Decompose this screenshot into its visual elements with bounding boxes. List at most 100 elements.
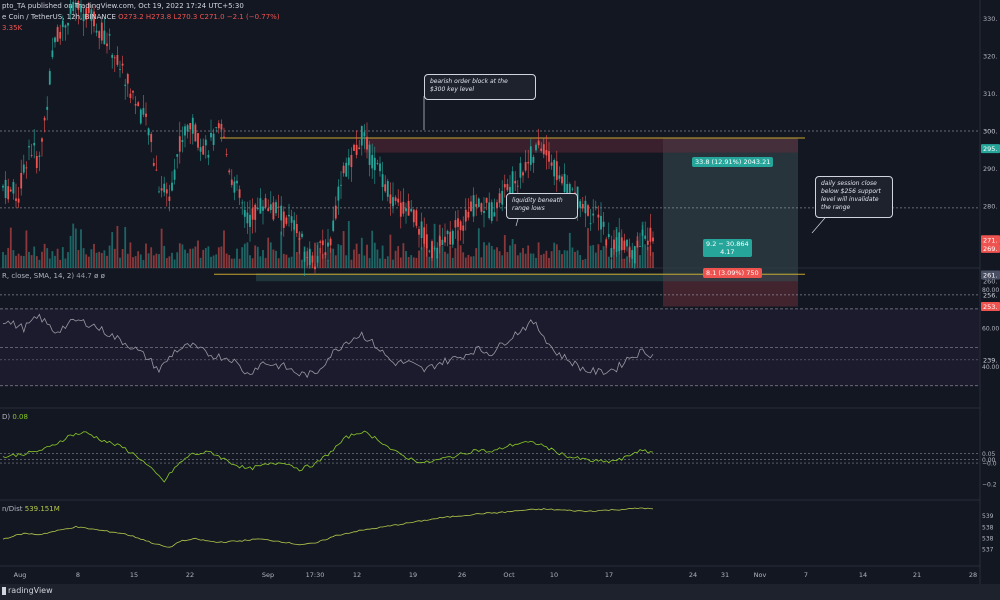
volume-bar bbox=[61, 247, 64, 268]
time-axis-tick: Sep bbox=[262, 571, 274, 579]
tradingview-logo-icon bbox=[2, 587, 6, 595]
volume-bar bbox=[106, 255, 108, 268]
volume-bar bbox=[134, 256, 137, 268]
ohlc-values: O273.2 H273.8 L270.3 C271.0 −2.1 (−0.77%… bbox=[118, 13, 280, 21]
candle-body bbox=[587, 205, 589, 216]
candle-body bbox=[652, 237, 654, 242]
volume-bar bbox=[597, 244, 600, 268]
volume-bar bbox=[550, 251, 553, 268]
rsi-legend: R, close, SMA, 14, 2) 44.7 ø ø bbox=[2, 272, 105, 280]
volume-bar bbox=[379, 258, 381, 268]
candle-body bbox=[30, 155, 33, 156]
price-axis-tick: 290. bbox=[983, 165, 997, 173]
volume-bar bbox=[407, 256, 410, 268]
candle-body bbox=[12, 181, 15, 194]
volume-bar bbox=[17, 253, 20, 268]
candle-body bbox=[298, 238, 301, 240]
volume-bar bbox=[210, 256, 212, 268]
candle-body bbox=[25, 167, 28, 169]
candle-body bbox=[558, 175, 561, 179]
volume-bar bbox=[561, 254, 563, 268]
candle-body bbox=[613, 239, 615, 249]
candle-body bbox=[384, 184, 387, 192]
volume-bar bbox=[355, 243, 358, 268]
candle-body bbox=[332, 220, 335, 231]
candle-body bbox=[415, 210, 418, 226]
volume-bar bbox=[542, 253, 545, 268]
volume-bar bbox=[498, 251, 501, 268]
volume-bar bbox=[202, 249, 205, 268]
volume-bar bbox=[30, 255, 33, 268]
candle-body bbox=[116, 55, 119, 65]
candle-body bbox=[184, 126, 186, 136]
candle-body bbox=[269, 204, 272, 211]
rsi-axis-tick: 60.00 bbox=[982, 326, 999, 333]
candle-body bbox=[428, 250, 431, 252]
volume-bar bbox=[314, 242, 316, 268]
volume-bar bbox=[558, 250, 561, 268]
candle-body bbox=[381, 174, 384, 187]
candle-body bbox=[80, 4, 82, 13]
candle-body bbox=[436, 247, 439, 259]
candle-body bbox=[90, 9, 93, 21]
volume-bar bbox=[652, 252, 654, 268]
candle-body bbox=[371, 154, 374, 169]
candle-body bbox=[597, 214, 600, 218]
volume-bar bbox=[425, 247, 428, 268]
volume-bar bbox=[571, 247, 574, 268]
volume-bar bbox=[506, 252, 509, 268]
candle-body bbox=[277, 206, 280, 208]
volume-bar bbox=[418, 250, 420, 268]
candle-body bbox=[212, 133, 215, 145]
volume-bar bbox=[178, 243, 181, 268]
volume-bar bbox=[394, 250, 397, 268]
time-axis-tick: 15 bbox=[130, 571, 138, 579]
price-axis-tick: 320. bbox=[983, 53, 997, 61]
volume-bar bbox=[376, 249, 379, 268]
candle-body bbox=[267, 208, 270, 212]
volume-bar bbox=[254, 245, 257, 268]
volume-bar bbox=[607, 256, 610, 268]
candle-body bbox=[15, 198, 17, 201]
annotation-liquidity[interactable]: liquidity beneath range lows bbox=[506, 193, 578, 219]
volume-bar bbox=[199, 257, 202, 268]
price-tag-bg bbox=[981, 243, 1000, 253]
volume-bar bbox=[613, 245, 615, 268]
volume-bar bbox=[236, 248, 238, 268]
volume-bar bbox=[186, 253, 189, 268]
candle-body bbox=[483, 210, 485, 213]
ad-legend: n/Dist 539.151M bbox=[2, 505, 60, 513]
candle-body bbox=[545, 150, 548, 156]
volume-bar bbox=[54, 255, 56, 268]
volume-bar bbox=[56, 248, 59, 268]
annotation-bearish-order-block[interactable]: bearish order block at the $300 key leve… bbox=[424, 74, 536, 100]
volume-bar bbox=[368, 258, 371, 268]
candle-body bbox=[137, 102, 140, 107]
volume-bar bbox=[410, 255, 413, 268]
volume-bar bbox=[626, 256, 628, 268]
volume-bar bbox=[366, 244, 368, 268]
volume-bar bbox=[446, 253, 449, 268]
price-tag-bg bbox=[981, 126, 1000, 136]
candle-body bbox=[397, 198, 400, 203]
candle-body bbox=[173, 169, 176, 180]
candle-body bbox=[327, 242, 329, 247]
volume-bar bbox=[532, 253, 535, 268]
volume-bar bbox=[215, 254, 218, 268]
candle-body bbox=[168, 196, 171, 201]
annotation-invalidate-range[interactable]: daily session close below $256 support l… bbox=[815, 176, 893, 218]
ad-axis-tick: 539 bbox=[982, 513, 994, 520]
candle-body bbox=[584, 200, 587, 214]
volume-bar bbox=[12, 250, 15, 268]
price-tag-label: 295. bbox=[983, 145, 997, 153]
candle-body bbox=[337, 186, 340, 201]
volume-bar bbox=[33, 246, 36, 268]
volume-bar bbox=[340, 245, 342, 268]
candle-body bbox=[119, 69, 121, 70]
volume-bar bbox=[238, 258, 241, 268]
time-axis-tick: 22 bbox=[186, 571, 194, 579]
candle-body bbox=[38, 155, 41, 157]
time-axis-tick: Oct bbox=[503, 571, 515, 579]
volume-bar bbox=[535, 257, 537, 268]
